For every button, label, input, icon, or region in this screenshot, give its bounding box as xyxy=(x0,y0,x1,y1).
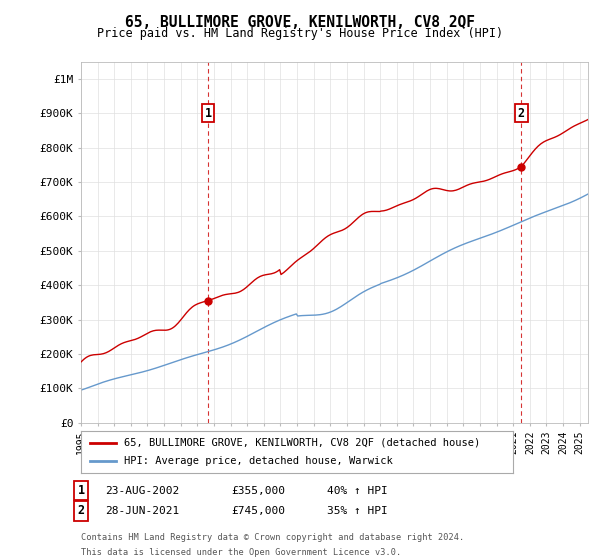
Text: Contains HM Land Registry data © Crown copyright and database right 2024.: Contains HM Land Registry data © Crown c… xyxy=(81,533,464,542)
Text: 35% ↑ HPI: 35% ↑ HPI xyxy=(327,506,388,516)
Text: 65, BULLIMORE GROVE, KENILWORTH, CV8 2QF (detached house): 65, BULLIMORE GROVE, KENILWORTH, CV8 2QF… xyxy=(124,438,481,448)
Text: 2: 2 xyxy=(77,504,85,517)
Text: 1: 1 xyxy=(205,107,212,120)
Text: 40% ↑ HPI: 40% ↑ HPI xyxy=(327,486,388,496)
Text: HPI: Average price, detached house, Warwick: HPI: Average price, detached house, Warw… xyxy=(124,456,393,466)
Text: 2: 2 xyxy=(518,107,525,120)
Text: 23-AUG-2002: 23-AUG-2002 xyxy=(105,486,179,496)
Text: This data is licensed under the Open Government Licence v3.0.: This data is licensed under the Open Gov… xyxy=(81,548,401,557)
Text: 65, BULLIMORE GROVE, KENILWORTH, CV8 2QF: 65, BULLIMORE GROVE, KENILWORTH, CV8 2QF xyxy=(125,15,475,30)
Text: 1: 1 xyxy=(77,484,85,497)
Text: 28-JUN-2021: 28-JUN-2021 xyxy=(105,506,179,516)
Text: £745,000: £745,000 xyxy=(231,506,285,516)
Text: Price paid vs. HM Land Registry's House Price Index (HPI): Price paid vs. HM Land Registry's House … xyxy=(97,27,503,40)
Text: £355,000: £355,000 xyxy=(231,486,285,496)
